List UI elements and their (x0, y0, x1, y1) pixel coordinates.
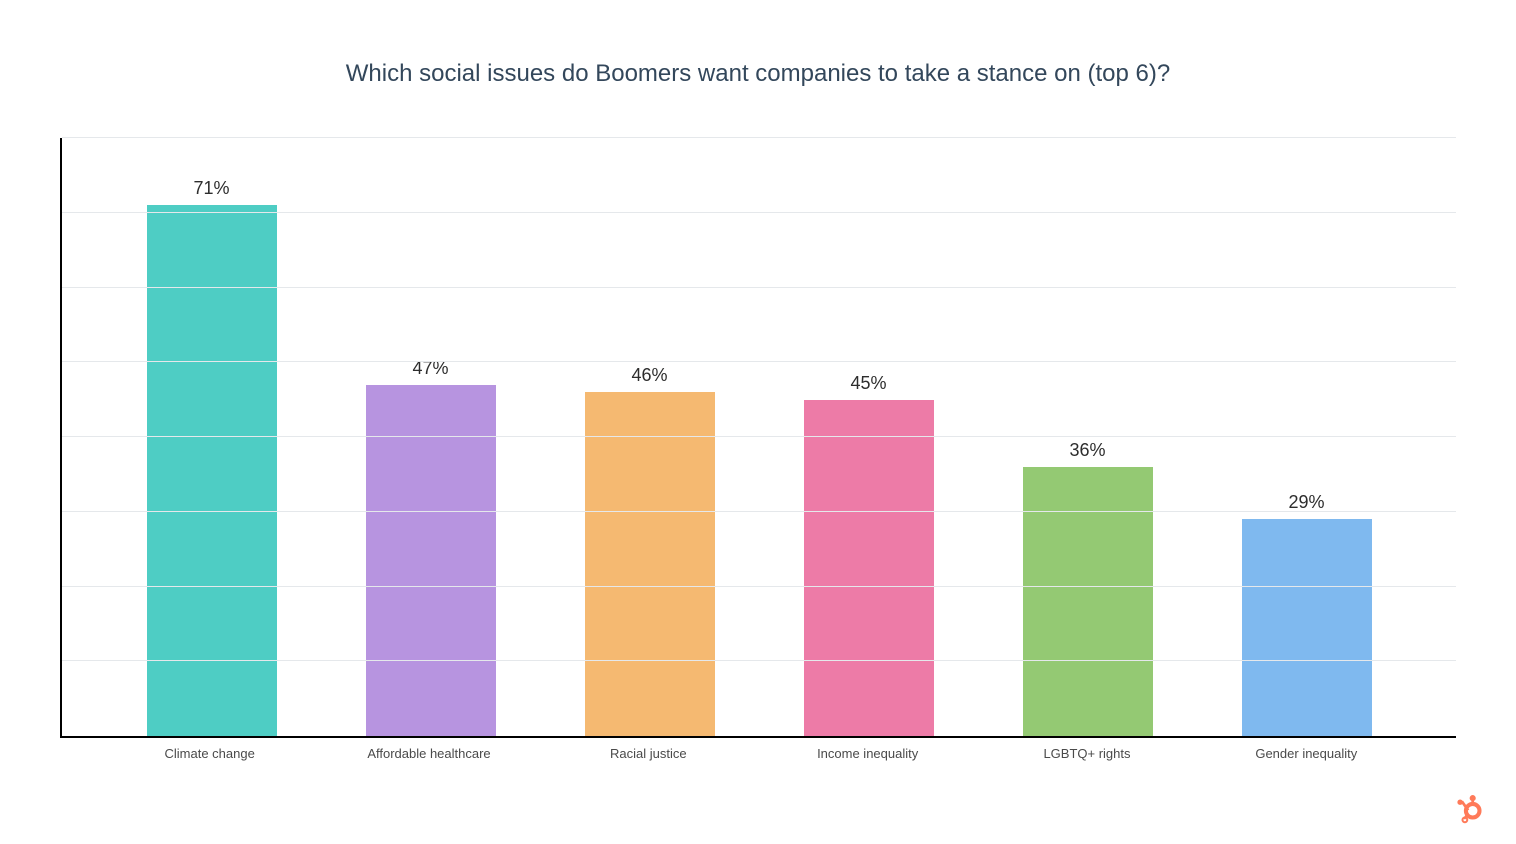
gridline (62, 361, 1456, 362)
gridline (62, 511, 1456, 512)
bar (1023, 467, 1153, 736)
bar-value-label: 71% (102, 178, 321, 199)
x-tick-label: Racial justice (539, 746, 758, 761)
bar-slot: 47% (321, 138, 540, 736)
bar-slot: 46% (540, 138, 759, 736)
bar-slot: 29% (1197, 138, 1416, 736)
x-tick-label: Income inequality (758, 746, 977, 761)
bars-row: 71%47%46%45% 36%29% (62, 138, 1456, 736)
bar-value-label: 46% (540, 365, 759, 386)
bar (804, 400, 934, 736)
bar-slot: 36% (978, 138, 1197, 736)
gridline (62, 436, 1456, 437)
gridline (62, 287, 1456, 288)
hubspot-icon (1454, 792, 1488, 826)
bar (1242, 519, 1372, 736)
chart-container: Which social issues do Boomers want comp… (0, 0, 1516, 844)
gridline (62, 212, 1456, 213)
bar (147, 205, 277, 736)
plot-area: 71%47%46%45% 36%29% (60, 138, 1456, 738)
bar-slot: 45% (759, 138, 978, 736)
x-tick-label: Climate change (100, 746, 319, 761)
bar-value-label: 45% (759, 373, 978, 394)
x-axis: Climate changeAffordable healthcareRacia… (60, 738, 1456, 761)
bar (366, 385, 496, 736)
bar (585, 392, 715, 736)
x-tick-label: LGBTQ+ rights (977, 746, 1196, 761)
gridline (62, 660, 1456, 661)
gridline (62, 586, 1456, 587)
bar-value-label: 36% (978, 440, 1197, 461)
bar-slot: 71% (102, 138, 321, 736)
x-tick-label: Gender inequality (1197, 746, 1416, 761)
x-tick-label: Affordable healthcare (319, 746, 538, 761)
chart-title: Which social issues do Boomers want comp… (60, 60, 1456, 88)
gridline (62, 137, 1456, 138)
